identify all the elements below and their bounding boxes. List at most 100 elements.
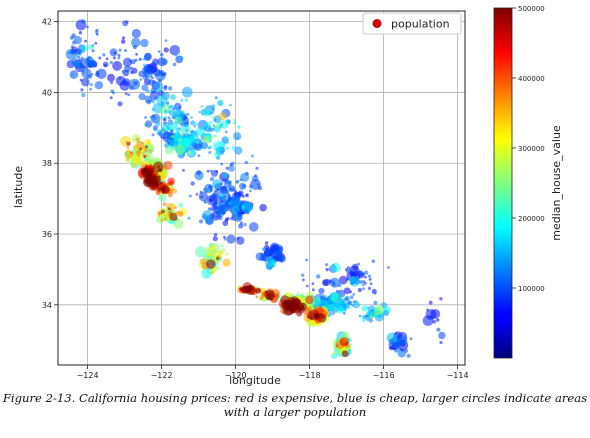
data-point [337, 306, 345, 314]
data-point [214, 193, 218, 197]
data-point [330, 310, 336, 316]
data-point [198, 140, 203, 145]
data-point [363, 281, 367, 285]
data-point [439, 297, 443, 301]
data-point [175, 106, 179, 110]
data-point [152, 68, 156, 72]
data-point [73, 61, 81, 68]
data-point [218, 251, 224, 256]
data-point [202, 108, 211, 117]
x-tick-label: −114 [447, 371, 469, 380]
data-point [229, 103, 232, 107]
data-point [349, 295, 354, 300]
data-point [180, 98, 184, 102]
data-point [184, 98, 189, 102]
scatter-points [65, 19, 446, 359]
data-point [295, 302, 300, 307]
data-point [187, 216, 191, 220]
data-point [406, 353, 411, 358]
data-point [230, 216, 234, 221]
data-point [152, 61, 157, 66]
data-point [193, 124, 197, 128]
legend-box [362, 12, 462, 35]
data-point [235, 180, 239, 184]
data-point [70, 45, 74, 49]
data-point [135, 137, 140, 142]
data-point [159, 52, 164, 57]
data-point [153, 127, 157, 132]
data-point [259, 297, 263, 301]
data-point [130, 66, 134, 70]
data-point [259, 203, 267, 212]
data-point [158, 168, 163, 173]
data-point [438, 331, 446, 340]
data-point [174, 53, 178, 57]
data-point [398, 335, 408, 345]
data-point [234, 146, 243, 155]
data-point [163, 187, 167, 191]
data-point [216, 256, 220, 261]
data-point [225, 166, 229, 170]
y-tick-label: 38 [42, 159, 52, 168]
data-point [196, 141, 199, 145]
data-point [206, 169, 210, 173]
x-tick-label: −120 [225, 371, 247, 380]
data-point [203, 200, 207, 204]
data-point [130, 71, 134, 75]
x-tick-label: −118 [299, 371, 321, 380]
data-point [80, 56, 84, 61]
data-point [88, 44, 94, 51]
data-point [146, 175, 152, 180]
data-point [296, 310, 303, 317]
data-point [142, 152, 145, 156]
data-point [357, 270, 363, 276]
data-point [327, 303, 335, 312]
data-point [211, 115, 215, 119]
data-point [249, 189, 252, 193]
data-point [239, 221, 243, 225]
data-point [215, 215, 219, 219]
data-point [84, 39, 87, 43]
data-point [170, 104, 174, 109]
data-point [168, 210, 172, 215]
data-point [160, 209, 166, 214]
data-point [223, 204, 227, 207]
data-point [190, 116, 193, 119]
data-point [357, 262, 361, 266]
data-point [139, 78, 143, 81]
data-point [371, 259, 375, 263]
data-point [224, 218, 228, 222]
data-point [174, 206, 177, 210]
data-point [154, 96, 157, 100]
data-point [118, 48, 122, 52]
data-point [85, 57, 95, 67]
data-point [345, 295, 349, 299]
data-point [138, 93, 146, 101]
data-point [123, 48, 128, 53]
data-point [212, 107, 215, 111]
figure-caption: Figure 2-13. California housing prices: … [0, 391, 590, 419]
data-point [167, 192, 173, 198]
data-point [302, 278, 305, 282]
data-point [146, 89, 150, 93]
data-point [316, 274, 321, 279]
data-point [233, 132, 242, 141]
data-point [206, 247, 216, 257]
data-point [339, 337, 349, 347]
data-point [214, 96, 218, 100]
data-point [102, 53, 106, 57]
data-point [129, 59, 132, 63]
data-point [230, 161, 235, 166]
data-point [217, 99, 224, 106]
data-point [168, 207, 171, 211]
data-point [163, 217, 167, 221]
data-point [343, 287, 351, 295]
data-point [245, 284, 256, 295]
data-point [154, 175, 161, 183]
data-point [215, 261, 219, 264]
data-point [218, 202, 221, 206]
data-point [144, 145, 148, 149]
data-point [325, 267, 329, 272]
data-point [213, 208, 217, 212]
data-point [81, 19, 86, 24]
